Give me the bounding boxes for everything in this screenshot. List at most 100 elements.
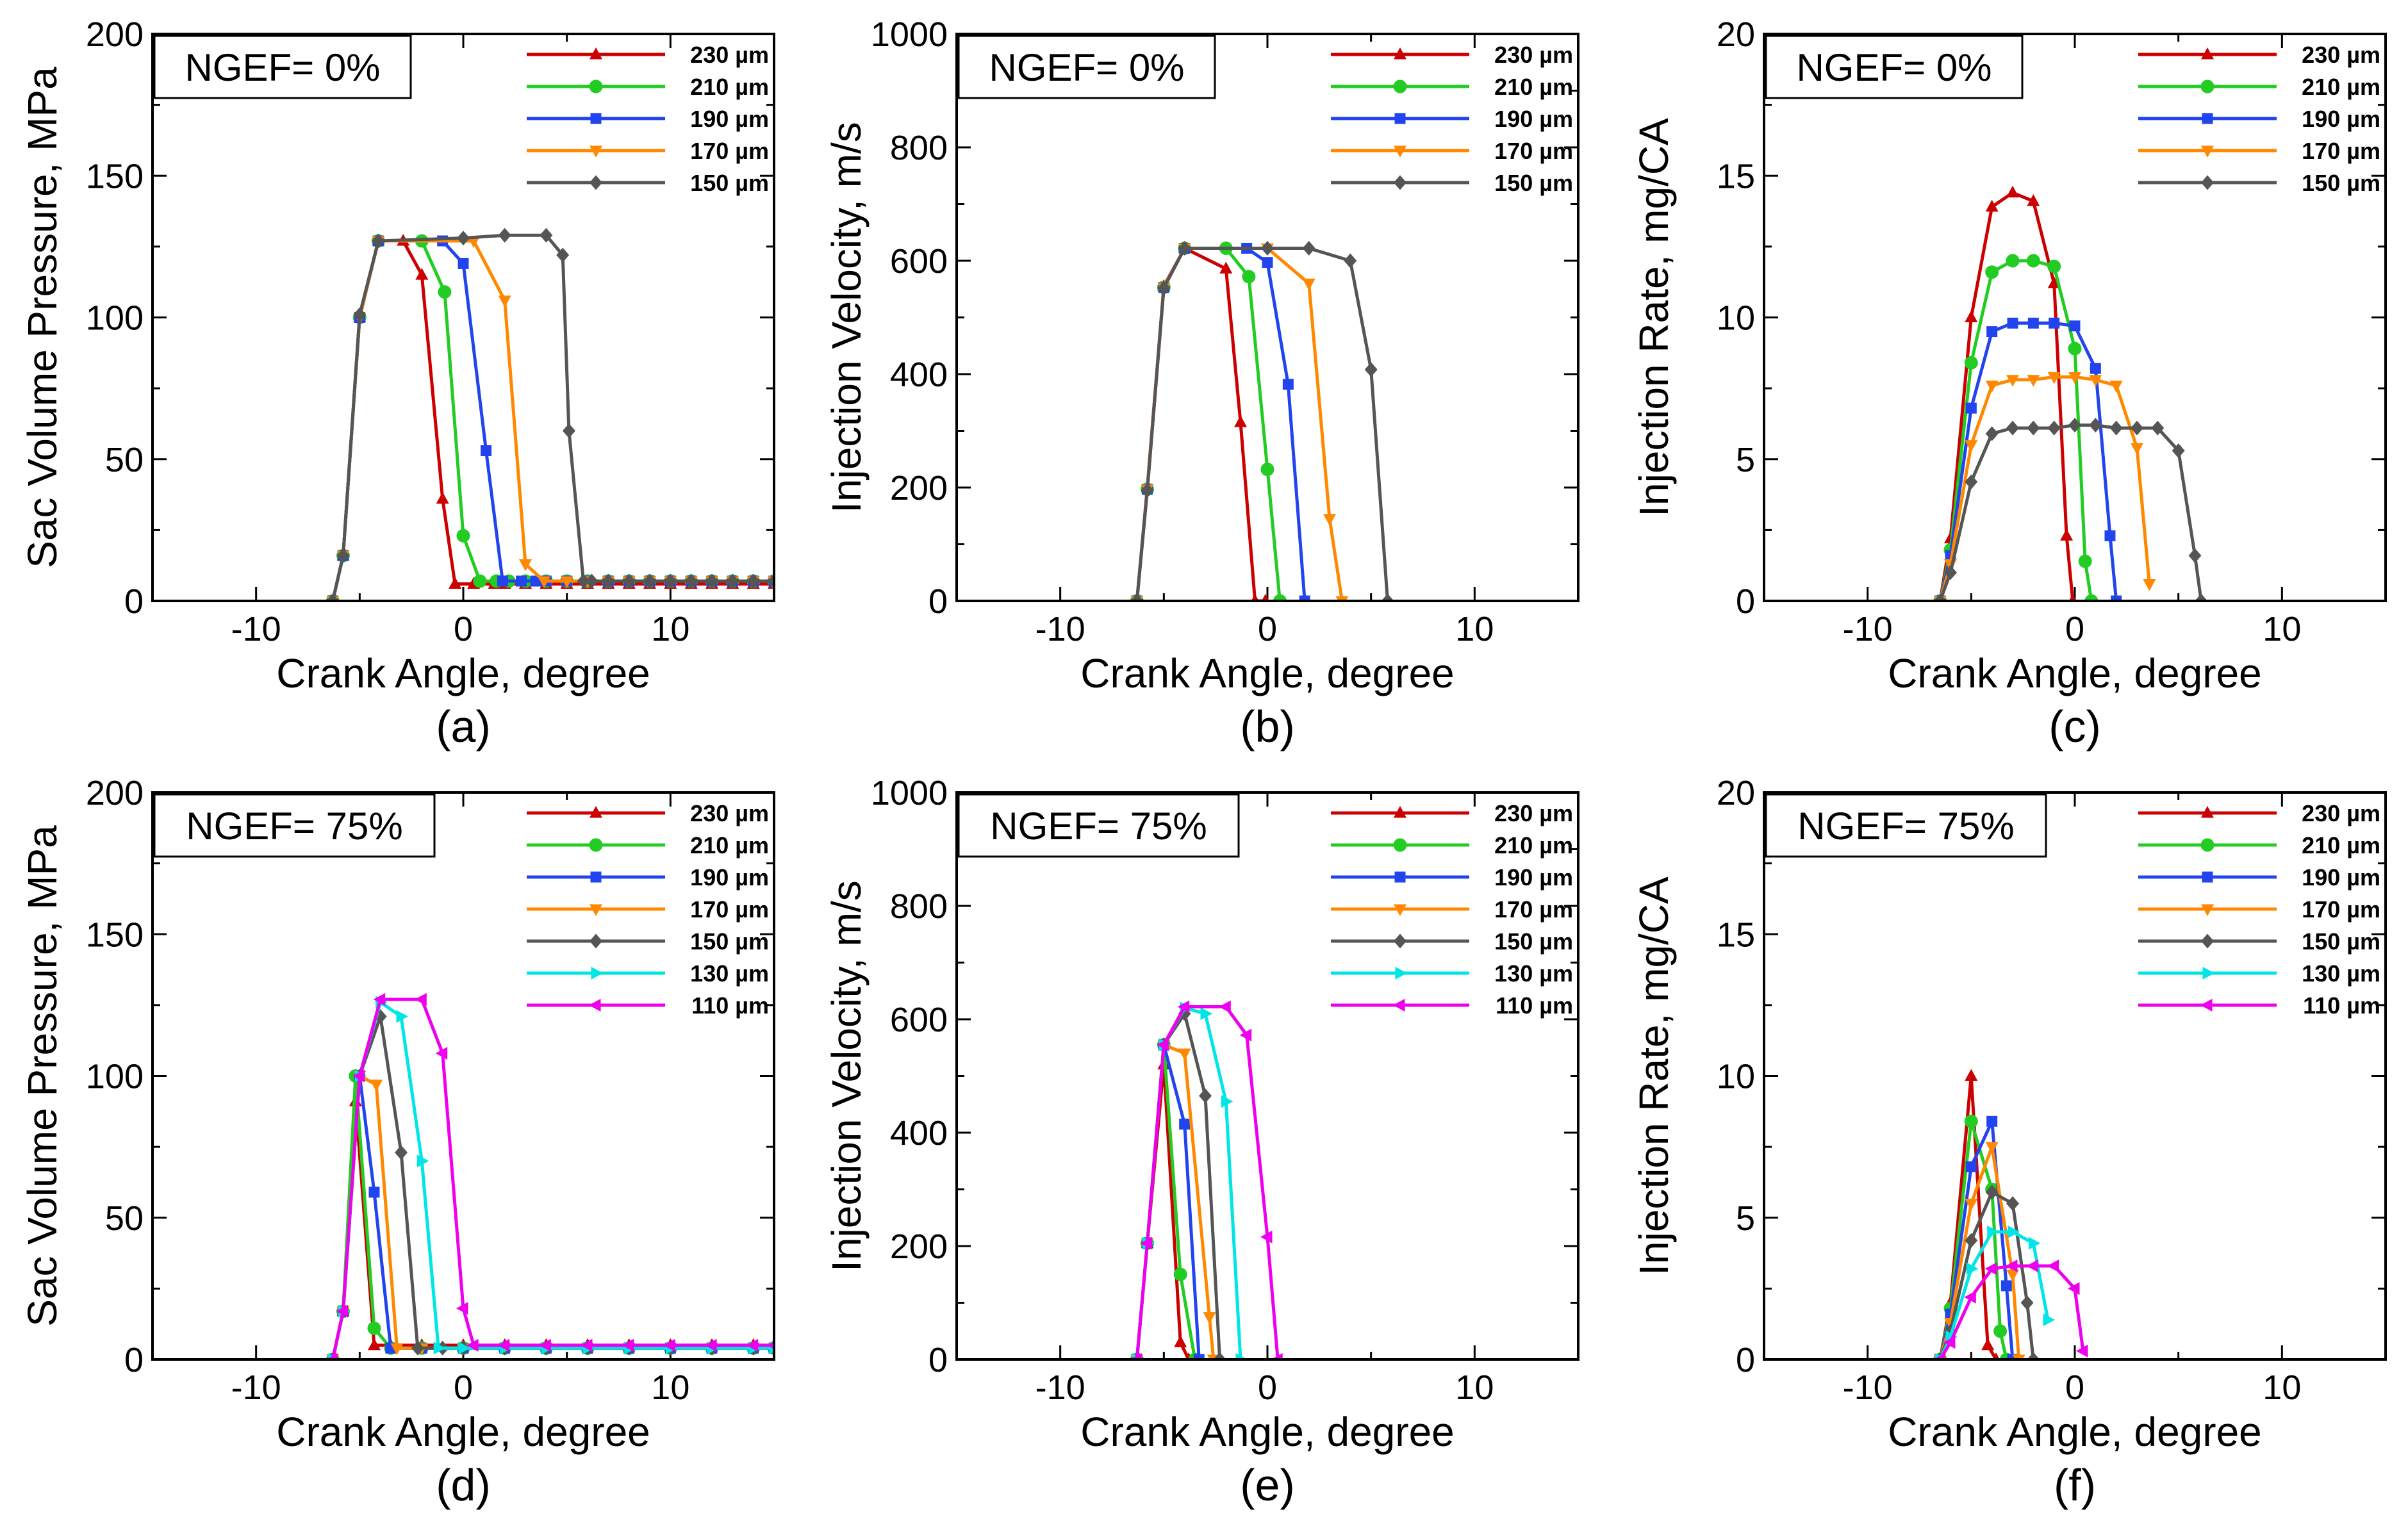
data-point: [2109, 381, 2123, 393]
data-point: [2006, 185, 2019, 198]
panel-label: (b): [1240, 702, 1295, 751]
data-point: [466, 1338, 479, 1352]
data-point: [768, 573, 774, 589]
data-point: [2104, 530, 2116, 541]
legend-label: 150 µm: [2302, 928, 2380, 955]
annotation-box: NGEF= 75%: [153, 793, 436, 858]
y-tick-label: 50: [105, 1199, 144, 1238]
data-point: [456, 1302, 468, 1315]
data-point: [1261, 241, 1274, 256]
data-point: [1178, 1048, 1191, 1061]
plot-frame: [1763, 33, 2387, 602]
annotation-box: NGEF= 0%: [957, 35, 1216, 99]
data-point: [1173, 1267, 1187, 1281]
data-point: [2043, 1313, 2055, 1327]
legend-marker: [2201, 175, 2214, 190]
data-point: [1993, 1324, 2008, 1338]
legend-marker: [1394, 47, 1406, 60]
data-point: [1260, 1230, 1273, 1244]
data-point: [415, 268, 429, 280]
data-point: [539, 1338, 551, 1352]
data-point: [726, 573, 739, 589]
legend-item: 170 µm: [527, 138, 769, 164]
x-tick-label: -10: [1035, 1368, 1085, 1407]
legend-label: 150 µm: [1494, 928, 1573, 955]
data-point: [2020, 1295, 2034, 1310]
data-point: [438, 285, 452, 299]
data-point: [1242, 270, 1256, 284]
panel-label: (d): [436, 1460, 491, 1510]
plot-frame: [151, 33, 775, 602]
series-line: [331, 239, 774, 601]
legend-item: 230 µm: [1331, 42, 1573, 68]
y-tick-label: 0: [928, 1341, 948, 1379]
legend-item: 210 µm: [527, 832, 769, 858]
legend-item: 230 µm: [527, 800, 769, 826]
legend-marker: [590, 904, 602, 916]
legend-label: 110 µm: [1496, 992, 1573, 1019]
y-tick-label: 10: [1717, 299, 1755, 338]
data-point: [367, 1321, 381, 1335]
y-axis-label: Injection Rate, mg/CA: [1631, 876, 1677, 1276]
data-point: [2078, 554, 2092, 568]
series-2: [1131, 243, 1310, 601]
legend-item: 150 µm: [1331, 928, 1573, 955]
x-tick-label: 10: [2263, 1368, 2301, 1407]
data-point: [415, 993, 427, 1006]
legend-marker: [2202, 871, 2213, 883]
legend-item: 210 µm: [1331, 832, 1573, 858]
legend-item: 110 µm: [2138, 992, 2380, 1019]
annotation-text: NGEF= 0%: [1796, 46, 1992, 89]
data-point: [2111, 595, 2122, 601]
data-point: [1262, 257, 1273, 268]
plot-area: [1130, 1000, 1283, 1359]
chart-panel-3: -10 0 10 0 5 10 15 20 Crank Angle, degree Injecti…: [1631, 15, 2387, 751]
y-tick-label: 600: [890, 1001, 948, 1039]
legend-marker: [1393, 79, 1407, 94]
legend-label: 170 µm: [1494, 896, 1573, 923]
series-5: [327, 996, 774, 1359]
data-point: [1964, 1290, 1976, 1304]
data-point: [1299, 595, 1310, 601]
legend-item: 210 µm: [2138, 74, 2380, 100]
data-point: [2047, 372, 2061, 384]
y-tick-label: 200: [86, 774, 144, 812]
data-point: [577, 573, 590, 589]
axis-ticks: [1763, 33, 2387, 602]
data-point: [336, 548, 350, 563]
x-axis-label: Crank Angle, degree: [276, 650, 650, 696]
legend-item: 170 µm: [1331, 138, 1573, 164]
x-tick-label: 0: [454, 610, 473, 648]
legend-marker: [590, 145, 602, 158]
data-point: [538, 576, 551, 588]
legend-marker: [591, 967, 603, 980]
data-point: [2068, 594, 2077, 601]
data-point: [411, 1340, 424, 1356]
plot-area: [326, 227, 774, 601]
legend-item: 130 µm: [1331, 960, 1573, 987]
legend-marker: [1394, 806, 1406, 818]
panel-label: (e): [1240, 1460, 1295, 1510]
legend-item: 130 µm: [527, 960, 769, 987]
data-point: [684, 573, 698, 589]
x-tick-label: -10: [1843, 610, 1893, 648]
series-line: [331, 1074, 774, 1359]
legend-label: 190 µm: [690, 864, 769, 891]
data-point: [2026, 1260, 2038, 1272]
data-point: [622, 573, 636, 589]
y-tick-label: 5: [1736, 1199, 1755, 1238]
data-point: [1985, 1142, 1999, 1154]
data-point: [2027, 420, 2040, 436]
legend-label: 230 µm: [2302, 42, 2380, 68]
data-point: [336, 1304, 348, 1318]
data-point: [368, 1338, 381, 1350]
data-point: [1273, 594, 1287, 601]
data-point: [457, 231, 470, 246]
y-tick-label: 600: [890, 242, 948, 281]
y-axis-label: Injection Rate, mg/CA: [1631, 118, 1677, 517]
data-point: [498, 295, 511, 308]
legend: 230 µm 210 µm 190 µm 170 µm 150 µm 130 µm 110 …: [2138, 800, 2380, 1019]
data-point: [1965, 1161, 1977, 1172]
data-point: [372, 233, 385, 249]
series-line: [331, 1074, 774, 1359]
